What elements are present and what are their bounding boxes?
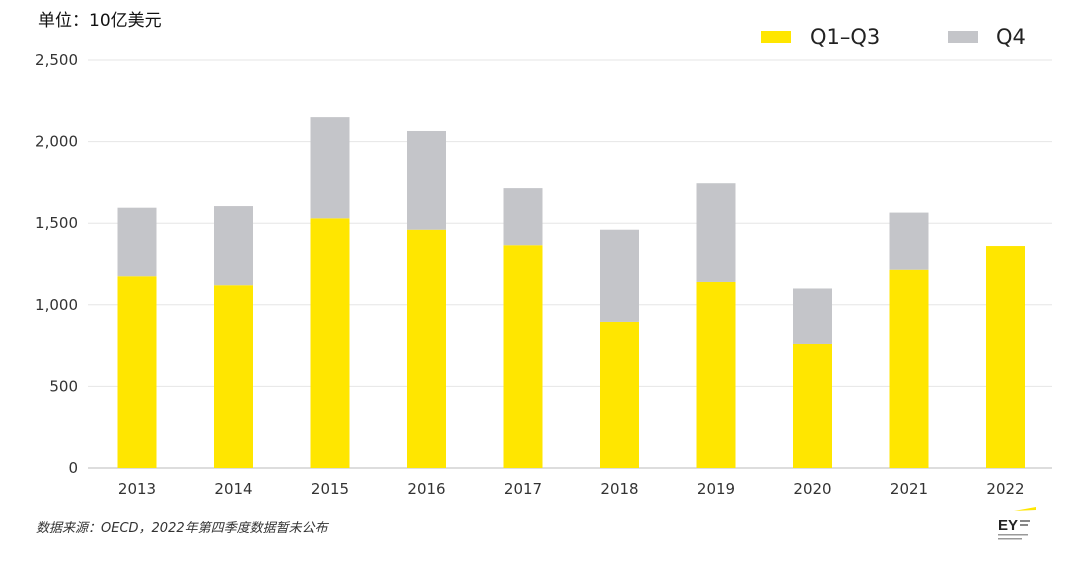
x-tick-label: 2022 xyxy=(986,480,1024,498)
bar-q1-q3-2015 xyxy=(310,218,350,468)
x-tick-label: 2017 xyxy=(504,480,542,498)
legend: Q1–Q3 Q4 xyxy=(761,25,1026,49)
y-tick-label: 1,000 xyxy=(35,296,78,314)
legend-swatch-q4 xyxy=(948,31,978,43)
bar-q4-2013 xyxy=(117,207,157,277)
bar-q4-2020 xyxy=(793,288,832,344)
bar-q1-q3-2022 xyxy=(986,246,1025,468)
unit-label: 单位：10亿美元 xyxy=(38,11,162,31)
source-note: 数据来源：OECD，2022年第四季度数据暂未公布 xyxy=(36,521,328,536)
y-tick-label: 0 xyxy=(68,459,78,477)
x-tick-label: 2015 xyxy=(311,480,349,498)
bar-q4-2017 xyxy=(503,188,543,246)
y-tick-label: 2,500 xyxy=(35,51,78,69)
legend-label-q4: Q4 xyxy=(996,25,1026,49)
svg-text:EY: EY xyxy=(998,517,1018,534)
bar-q1-q3-2017 xyxy=(503,245,543,468)
x-tick-label: 2014 xyxy=(214,480,252,498)
y-tick-label: 1,500 xyxy=(35,214,78,232)
bar-q1-q3-2018 xyxy=(600,321,639,468)
bar-q4-2019 xyxy=(696,183,736,282)
bars xyxy=(117,117,1025,468)
bar-q1-q3-2020 xyxy=(793,343,832,468)
bar-q4-2015 xyxy=(310,117,350,219)
bar-q4-2016 xyxy=(407,130,446,230)
x-tick-label: 2016 xyxy=(407,480,445,498)
bar-q1-q3-2019 xyxy=(696,281,736,468)
ey-logo: EY xyxy=(998,507,1036,540)
legend-label-q1-q3: Q1–Q3 xyxy=(810,25,880,49)
bar-q1-q3-2016 xyxy=(407,229,446,468)
bar-q4-2014 xyxy=(214,206,253,286)
y-axis-tick-labels: 0 500 1,000 1,500 2,000 2,500 xyxy=(35,51,78,477)
x-tick-label: 2013 xyxy=(118,480,156,498)
x-axis-tick-labels: 2013 2014 2015 2016 2017 2018 2019 2020 2021 2022 xyxy=(118,480,1025,498)
x-tick-label: 2018 xyxy=(600,480,638,498)
legend-swatch-q1-q3 xyxy=(761,31,791,43)
bar-q1-q3-2013 xyxy=(117,276,157,468)
x-tick-label: 2021 xyxy=(890,480,928,498)
bar-q4-2018 xyxy=(600,229,639,322)
y-tick-label: 500 xyxy=(49,377,78,395)
x-tick-label: 2020 xyxy=(793,480,831,498)
bar-q1-q3-2014 xyxy=(214,285,253,468)
x-tick-label: 2019 xyxy=(697,480,735,498)
y-tick-label: 2,000 xyxy=(35,133,78,151)
bar-q1-q3-2021 xyxy=(889,269,929,468)
bar-q4-2021 xyxy=(889,212,929,270)
